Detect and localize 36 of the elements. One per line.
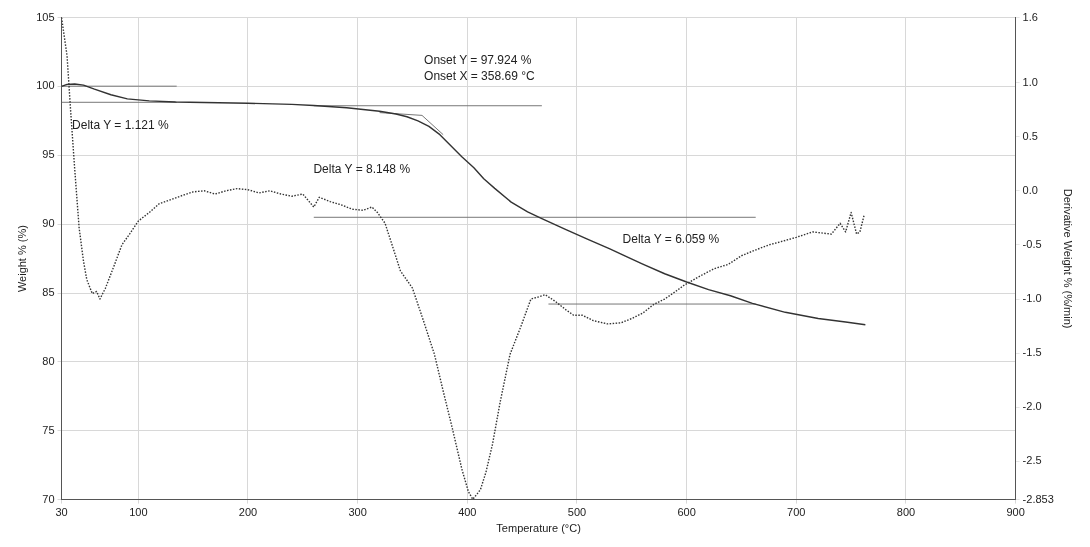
x-axis-title: Temperature (°C) [496,522,581,535]
y2-tick-label: -2.5 [1022,454,1042,467]
y2-tick-label: 1.0 [1022,75,1038,88]
x-tick-label: 600 [677,506,696,519]
annotation: Onset Y = 97.924 % [424,53,532,68]
x-tick-label: 100 [129,506,148,519]
y2-tick-label: 1.6 [1022,10,1038,23]
annotation: Delta Y = 1.121 % [72,118,169,133]
y-tick-label: 75 [42,423,55,436]
y2-tick-label: -1.5 [1022,346,1042,359]
x-tick-label: 500 [567,506,587,519]
y2-axis-title: Derivative Weight % (%/min) [1062,188,1075,329]
y-tick-label: 70 [42,492,55,505]
x-tick-label: 700 [787,506,806,519]
y-tick-label: 85 [42,286,55,299]
y-tick-label: 80 [42,354,55,367]
y2-tick-label: 0.5 [1022,129,1038,142]
x-tick-label: 200 [238,506,258,519]
y2-tick-label: -1.0 [1022,292,1042,305]
y2-tick-label: 0.0 [1022,183,1038,196]
y-tick-label: 90 [42,217,55,230]
x-tick-label: 800 [896,506,916,519]
annotation: Onset X = 358.69 °C [424,68,535,83]
annotation: Delta Y = 8.148 % [313,161,411,176]
x-tick-label: 300 [348,506,367,519]
y2-tick-label: -0.5 [1022,237,1042,250]
x-tick-label: 400 [458,506,477,519]
y-tick-label: 100 [36,79,55,92]
x-tick-label: 900 [1006,506,1025,519]
y2-tick-label: -2.853 [1022,492,1054,505]
y-tick-label: 105 [36,10,55,23]
x-tick-label: 30 [55,506,68,519]
y2-tick-label: -2.0 [1022,400,1042,413]
y-tick-label: 95 [42,148,55,161]
annotation: Delta Y = 6.059 % [622,231,720,246]
y-axis-title: Weight % (%) [15,225,28,293]
